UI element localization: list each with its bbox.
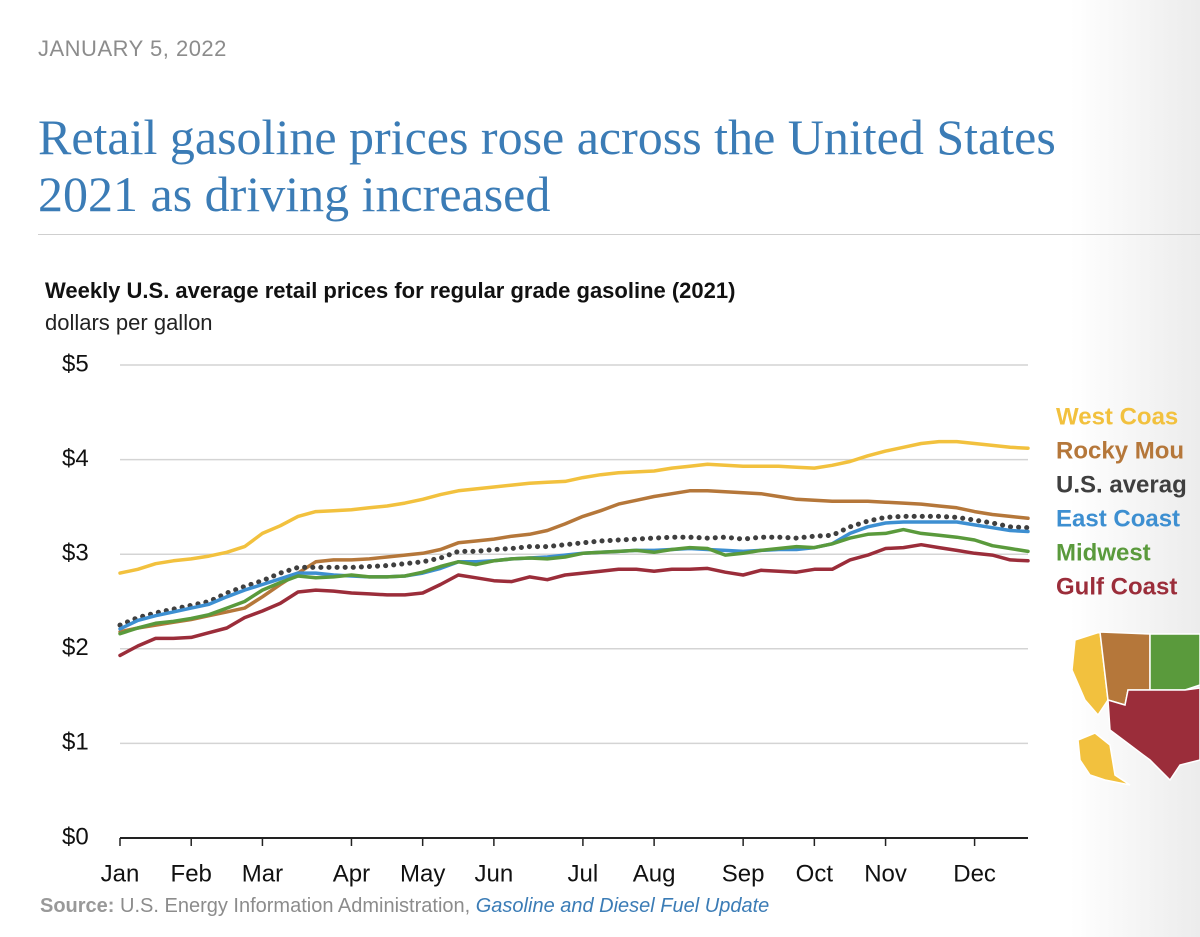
y-tick-label: $5 [62,350,89,377]
series-line [118,527,1030,636]
series-line [118,439,1030,575]
source-note: Source: U.S. Energy Information Administ… [40,895,769,918]
article-title-line: 2021 as driving increased [38,166,551,222]
x-tick-label: Dec [953,860,996,887]
divider [38,234,1200,235]
x-tick-label: Nov [864,860,907,887]
x-tick-label: Jul [568,860,599,887]
map [1071,631,1200,786]
y-tick-label: $4 [62,445,89,472]
source-link[interactable]: Gasoline and Diesel Fuel Update [475,895,770,917]
chart-title: Weekly U.S. average retail prices for re… [45,278,735,303]
y-tick-label: $0 [62,823,89,850]
legend-label: East Coast [1056,505,1180,532]
x-tick-label: Jan [101,860,140,887]
x-tick-label: Mar [242,860,283,887]
series-line [118,542,1030,658]
article-date: JANUARY 5, 2022 [38,36,227,61]
x-tick-label: Sep [722,860,765,887]
x-tick-label: Feb [171,860,212,887]
x-tick-label: Apr [333,860,370,887]
y-tick-label: $1 [62,729,89,756]
x-tick-label: May [400,860,445,887]
source-label: Source: [40,895,115,917]
legend-label: U.S. averag [1056,471,1187,498]
x-tick-label: Aug [633,860,676,887]
series-line [118,489,1030,634]
article-title-line: Retail gasoline prices rose across the U… [38,109,1056,165]
legend-label: Gulf Coast [1056,573,1177,600]
legend-label: West Coas [1056,403,1178,430]
x-tick-label: Oct [796,860,834,887]
source-text: U.S. Energy Information Administration, [120,895,471,917]
y-tick-label: $3 [62,540,89,567]
y-tick-label: $2 [62,634,89,661]
x-tick-label: Jun [475,860,514,887]
legend-label: Midwest [1056,539,1151,566]
legend-label: Rocky Mou [1056,437,1184,464]
chart-subtitle: dollars per gallon [45,310,213,335]
